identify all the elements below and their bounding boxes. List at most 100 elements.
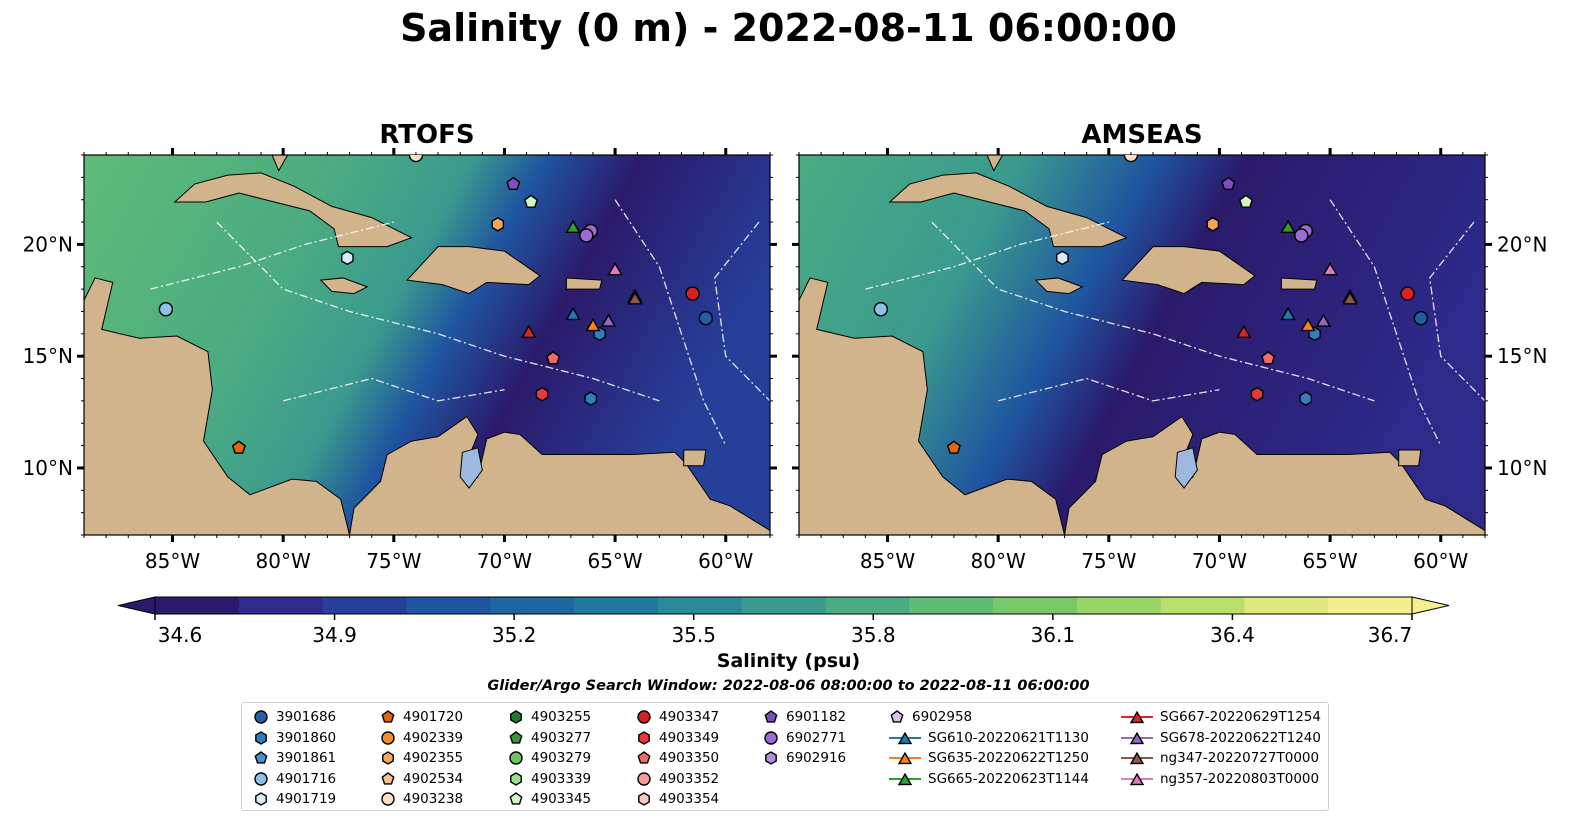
colorbar-extend-min — [117, 596, 156, 615]
legend-label: 4903238 — [403, 791, 464, 807]
lat-tick-label: 20°N — [23, 232, 73, 256]
boundary-line — [931, 221, 1375, 402]
colorbar-extend-max — [1411, 596, 1450, 615]
legend-marker-icon — [897, 772, 913, 785]
map-panel-rtofs — [83, 154, 771, 536]
obs-marker-ng347-20220727T0000 — [1342, 291, 1358, 305]
obs-marker-4903345 — [523, 194, 539, 208]
legend-marker-icon — [381, 792, 395, 806]
obs-marker-3901686 — [1413, 310, 1429, 326]
land-mass — [1034, 277, 1084, 295]
obs-marker-3901860 — [1299, 391, 1313, 406]
lon-tick-label: 85°W — [860, 549, 915, 573]
obs-marker-4903350 — [546, 351, 561, 365]
legend-label: 4903354 — [659, 791, 720, 807]
colorbar-tick-label: 36.1 — [1031, 623, 1076, 647]
obs-marker-4903238 — [408, 155, 424, 163]
legend-label: 4903255 — [531, 709, 592, 725]
colorbar-tick-label: 34.6 — [158, 623, 203, 647]
colorbar-label: Salinity (psu) — [716, 650, 861, 672]
colorbar-tick-label: 36.4 — [1210, 623, 1255, 647]
lon-tick-label: 65°W — [1302, 549, 1357, 573]
legend-marker-icon — [897, 751, 913, 765]
legend-marker-icon — [1129, 710, 1145, 724]
lat-tick-label: 15°N — [1497, 344, 1547, 368]
legend-label: 4903279 — [531, 750, 592, 766]
legend-label: 4903347 — [659, 709, 720, 725]
lon-tick-label: 75°W — [1081, 549, 1136, 573]
legend-label: SG678-20220622T1240 — [1160, 729, 1321, 746]
legend-item: SG635-20220622T1250 — [888, 748, 1089, 768]
legend: 3901686 3901860 3901861 4901716 4901719 49017… — [241, 702, 1329, 811]
legend-item: 4902534 — [379, 769, 463, 789]
lat-tick-label: 20°N — [1497, 232, 1547, 256]
obs-marker-4902355 — [491, 216, 505, 232]
legend-label: 4902355 — [403, 750, 464, 766]
lon-tick-label: 65°W — [587, 549, 642, 573]
obs-marker-ng357-20220803T0000 — [607, 262, 623, 276]
legend-item: 4903349 — [635, 728, 719, 748]
legend-item: 4901720 — [379, 707, 463, 727]
land-mass — [565, 277, 603, 290]
colorbar-segment — [406, 597, 491, 614]
colorbar-segment — [993, 597, 1078, 614]
obs-marker-SG678-20220622T1240 — [600, 313, 617, 327]
obs-marker-3901686 — [698, 310, 714, 326]
search-window-text: Glider/Argo Search Window: 2022-08-06 08… — [487, 678, 1090, 694]
legend-label: 4901716 — [276, 770, 337, 787]
obs-marker-4903349 — [535, 386, 549, 402]
obs-marker-SG667-20220629T1254 — [1236, 324, 1252, 338]
obs-marker-SG610-20220621T1130 — [565, 306, 581, 321]
legend-label: 4903352 — [659, 770, 720, 787]
colorbar-segment — [574, 597, 659, 614]
legend-label: 4903277 — [531, 729, 592, 746]
legend-item: 4903347 — [635, 707, 719, 727]
land-mass — [683, 449, 707, 467]
legend-item: ng347-20220727T0000 — [1120, 748, 1319, 768]
panel-title-rtofs: RTOFS — [379, 120, 475, 150]
obs-marker-4901720 — [946, 440, 961, 454]
legend-label: SG665-20220623T1144 — [928, 770, 1089, 787]
legend-marker-icon — [509, 751, 523, 765]
legend-label: 4902534 — [403, 770, 464, 787]
colorbar-tick-label: 36.7 — [1368, 623, 1413, 647]
obs-marker-4901716 — [158, 302, 174, 317]
legend-marker-icon — [897, 731, 913, 744]
figure-title: Salinity (0 m) - 2022-08-11 06:00:00 — [400, 6, 1177, 50]
legend-label: 6901182 — [786, 709, 847, 725]
colorbar-segment — [238, 597, 324, 614]
lake-maracaibo — [1174, 447, 1198, 489]
legend-label: 4903350 — [659, 750, 720, 766]
colorbar-segment — [1160, 597, 1245, 614]
land-mass — [349, 415, 770, 535]
obs-marker-6901182 — [1221, 176, 1236, 191]
obs-marker-4901719 — [341, 250, 354, 266]
boundary-line — [283, 377, 505, 402]
boundary-line — [1428, 221, 1485, 402]
legend-item: 3901860 — [252, 728, 336, 748]
lon-tick-label: 70°W — [1192, 549, 1247, 573]
legend-marker-icon — [381, 710, 395, 723]
legend-marker-icon — [638, 730, 650, 745]
legend-label: 3901860 — [276, 729, 337, 746]
legend-label: 4902339 — [403, 729, 464, 746]
boundary-line — [1329, 199, 1442, 446]
legend-item: SG678-20220622T1240 — [1120, 728, 1321, 748]
legend-label: 4903349 — [659, 729, 720, 746]
boundary-line — [998, 377, 1220, 402]
legend-label: 3901861 — [276, 750, 337, 766]
obs-marker-3901860 — [584, 391, 598, 406]
legend-label: 6902916 — [786, 750, 847, 766]
legend-marker-icon — [509, 792, 523, 805]
map-axes: 85°W 80°W 75°W 70°W 65°W 60°W 20°N 15°N 10°N 85°W… — [23, 148, 1547, 573]
obs-marker-4903347 — [685, 286, 700, 301]
legend-marker-icon — [510, 771, 522, 786]
land-mass — [406, 246, 541, 295]
land-mass — [986, 155, 1004, 172]
obs-marker-4903345 — [1238, 194, 1254, 208]
legend-marker-icon — [255, 730, 267, 745]
land-mass — [173, 172, 413, 248]
legend-marker-icon — [255, 792, 267, 806]
colorbar-segment — [825, 597, 910, 614]
